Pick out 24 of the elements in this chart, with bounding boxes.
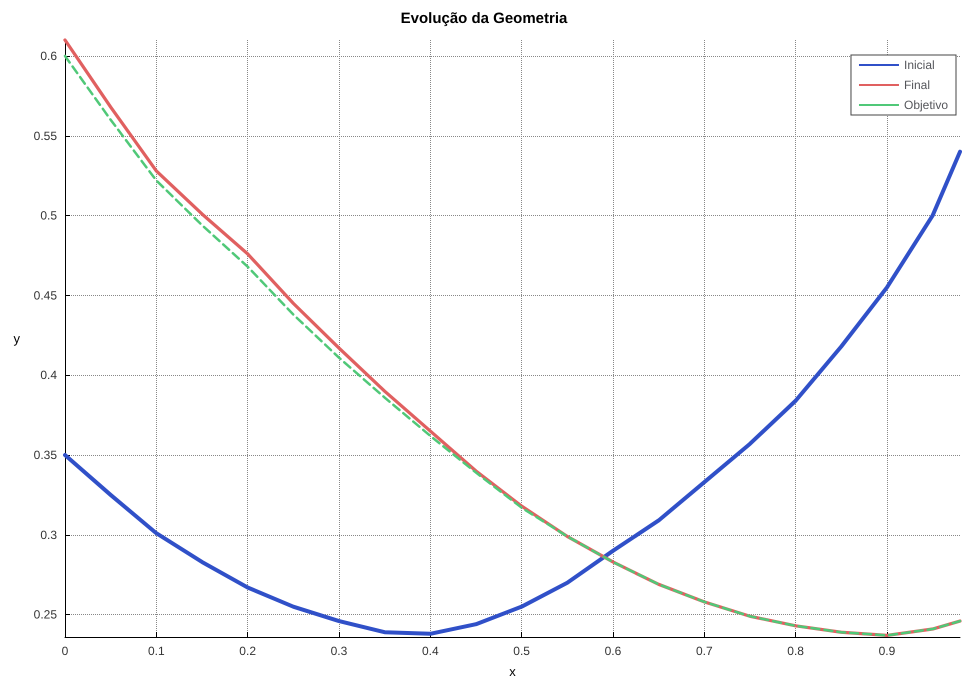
y-tick-label: 0.4 [40,368,58,382]
x-tick-label: 0.8 [787,644,804,658]
x-tick-label: 0.1 [148,644,165,658]
x-tick-label: 0.7 [696,644,713,658]
x-tick-label: 0.9 [878,644,896,658]
legend-label: Final [904,78,930,92]
legend-label: Objetivo [904,98,948,112]
y-tick-label: 0.5 [40,208,58,223]
x-tick-label: 0 [62,644,69,658]
x-tick-label: 0.6 [604,644,622,658]
y-tick-label: 0.45 [34,288,58,302]
y-tick-label: 0.3 [40,528,58,542]
y-axis-title: y [14,331,20,346]
y-tick-label: 0.6 [40,48,58,63]
legend-label: Inicial [904,58,935,72]
y-tick-label: 0.35 [34,448,58,462]
x-tick-label: 0.2 [239,644,256,658]
chart-title: Evolução da Geometria [400,10,568,27]
x-tick-label: 0.5 [513,644,530,658]
y-tick-label: 0.25 [34,608,58,622]
x-tick-label: 0.4 [422,644,439,658]
y-tick-label: 0.55 [34,128,58,143]
x-axis-title: x [509,664,516,679]
x-tick-label: 0.3 [330,644,348,658]
